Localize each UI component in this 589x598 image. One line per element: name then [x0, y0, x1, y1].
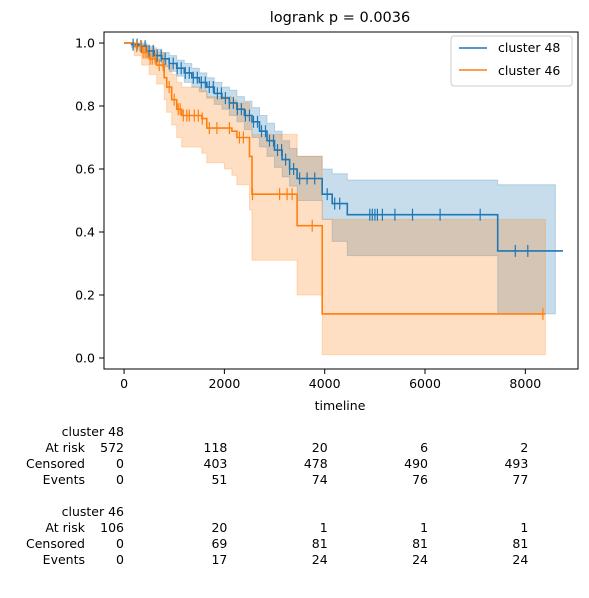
x-axis-ticks: 0 2000 4000 6000 8000 — [120, 369, 541, 391]
risk-table-cell: 0 — [116, 472, 124, 487]
y-tick-label: 0.6 — [75, 162, 95, 177]
risk-table-cell: 1 — [520, 520, 528, 535]
x-tick-label: 4000 — [309, 376, 341, 391]
risk-table-cell: 2 — [520, 440, 528, 455]
risk-table-cell: 0 — [116, 536, 124, 551]
risk-table-row-label: At risk — [45, 520, 85, 535]
legend: cluster 48 cluster 46 — [451, 36, 572, 86]
risk-table-cell: 493 — [504, 456, 528, 471]
risk-table-cell: 20 — [312, 440, 328, 455]
legend-label-cluster-46: cluster 46 — [498, 63, 560, 78]
risk-table-row-label: Censored — [26, 536, 85, 551]
y-tick-label: 0.4 — [75, 224, 95, 239]
y-tick-label: 0.0 — [75, 350, 95, 365]
risk-table-group-name: cluster 48 — [62, 424, 124, 439]
y-axis-ticks: 0.0 0.2 0.4 0.6 0.8 1.0 — [75, 36, 104, 366]
y-tick-label: 0.8 — [75, 99, 95, 114]
risk-table-cell: 0 — [116, 456, 124, 471]
risk-table-cell: 24 — [512, 552, 528, 567]
x-tick-label: 0 — [120, 376, 128, 391]
legend-label-cluster-48: cluster 48 — [498, 40, 560, 55]
risk-table-cell: 81 — [512, 536, 528, 551]
x-tick-label: 6000 — [409, 376, 441, 391]
risk-table-row-label: Events — [43, 472, 85, 487]
risk-table-cell: 74 — [312, 472, 328, 487]
risk-table-cell: 51 — [211, 472, 227, 487]
risk-table-cell: 17 — [211, 552, 227, 567]
risk-table-row-label: Censored — [26, 456, 85, 471]
risk-table-row-label: At risk — [45, 440, 85, 455]
chart-title: logrank p = 0.0036 — [270, 10, 410, 26]
y-tick-label: 1.0 — [75, 36, 95, 51]
risk-table-cell: 106 — [100, 520, 124, 535]
risk-table-cell: 478 — [304, 456, 328, 471]
risk-table-cell: 81 — [412, 536, 428, 551]
risk-table-cell: 24 — [312, 552, 328, 567]
risk-table-cell: 1 — [420, 520, 428, 535]
risk-table-cell: 69 — [211, 536, 227, 551]
risk-table-cell: 24 — [412, 552, 428, 567]
risk-table-cell: 572 — [100, 440, 124, 455]
risk-table-group-name: cluster 46 — [62, 504, 124, 519]
risk-table-cell: 403 — [204, 456, 228, 471]
risk-table-cell: 118 — [204, 440, 228, 455]
risk-table-cell: 1 — [320, 520, 328, 535]
risk-table-cell: 81 — [312, 536, 328, 551]
x-tick-label: 2000 — [208, 376, 240, 391]
risk-table-cell: 77 — [512, 472, 528, 487]
risk-table-row-label: Events — [43, 552, 85, 567]
x-tick-label: 8000 — [509, 376, 541, 391]
y-tick-label: 0.2 — [75, 287, 95, 302]
x-axis-label: timeline — [315, 398, 366, 413]
risk-table-cell: 20 — [211, 520, 227, 535]
risk-table-cell: 490 — [404, 456, 428, 471]
risk-table-cell: 6 — [420, 440, 428, 455]
risk-table-cell: 0 — [116, 552, 124, 567]
risk-table-cell: 76 — [412, 472, 428, 487]
